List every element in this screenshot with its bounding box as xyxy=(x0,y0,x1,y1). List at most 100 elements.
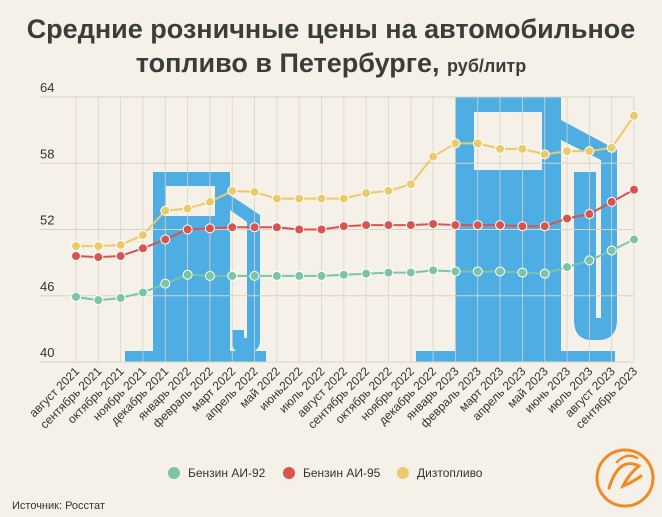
data-point-diesel xyxy=(539,149,550,160)
data-point-ai92 xyxy=(115,292,126,303)
data-point-diesel xyxy=(204,196,215,207)
data-point-ai92 xyxy=(428,265,439,276)
data-point-ai95 xyxy=(629,184,639,195)
data-point-diesel xyxy=(606,142,617,153)
data-point-ai92 xyxy=(249,270,260,281)
legend-marker-ai95 xyxy=(283,467,295,479)
legend-label-diesel: Дизтопливо xyxy=(417,466,483,480)
data-point-ai95 xyxy=(249,222,260,233)
pump-left-hose xyxy=(230,195,260,352)
data-point-diesel xyxy=(227,185,238,196)
data-point-diesel xyxy=(562,146,573,157)
data-point-ai95 xyxy=(405,220,416,231)
series-points xyxy=(71,110,639,306)
data-point-diesel xyxy=(249,186,260,197)
data-point-diesel xyxy=(361,188,372,199)
data-point-diesel xyxy=(294,193,305,204)
data-point-ai95 xyxy=(517,221,528,232)
data-point-ai95 xyxy=(115,251,126,261)
data-point-ai92 xyxy=(160,278,171,289)
title-unit: руб/литр xyxy=(447,56,527,76)
title-line-1: Средние розничные цены на автомобильное xyxy=(26,14,636,44)
data-point-ai95 xyxy=(383,220,394,231)
publisher-logo-icon xyxy=(595,448,655,508)
data-point-ai92 xyxy=(495,266,506,277)
data-point-diesel xyxy=(93,241,104,252)
title-line-2: топливо в Петербурге, руб/литр xyxy=(0,46,662,83)
data-point-ai92 xyxy=(539,268,550,279)
data-point-diesel xyxy=(629,110,639,121)
data-point-diesel xyxy=(115,239,126,250)
grid-lines xyxy=(40,96,634,363)
data-point-ai95 xyxy=(271,222,282,233)
data-point-diesel xyxy=(428,151,439,162)
data-point-ai95 xyxy=(316,224,327,235)
data-point-diesel xyxy=(472,138,483,149)
data-point-ai92 xyxy=(93,295,104,306)
data-point-ai92 xyxy=(405,267,416,278)
data-point-diesel xyxy=(517,143,528,154)
data-point-diesel xyxy=(405,179,416,190)
legend-label-ai92: Бензин АИ-92 xyxy=(188,466,266,480)
logo-wing xyxy=(615,454,639,464)
data-point-ai95 xyxy=(606,196,617,207)
data-point-ai92 xyxy=(227,270,238,281)
legend-label-ai95: Бензин АИ-95 xyxy=(303,466,381,480)
chart-title: Средние розничные цены на автомобильное … xyxy=(0,12,662,83)
data-point-ai92 xyxy=(71,291,81,302)
data-point-ai92 xyxy=(606,245,617,256)
data-point-ai95 xyxy=(584,209,595,220)
data-point-ai95 xyxy=(361,220,372,231)
data-point-ai95 xyxy=(450,220,461,231)
data-point-diesel xyxy=(338,193,349,204)
y-tick-label: 46 xyxy=(40,279,54,294)
logo-mark xyxy=(607,462,643,490)
data-point-ai95 xyxy=(294,224,305,235)
data-point-ai95 xyxy=(338,221,349,232)
data-point-diesel xyxy=(271,193,282,204)
data-point-ai92 xyxy=(137,287,148,298)
data-point-ai92 xyxy=(517,267,528,278)
data-point-diesel xyxy=(450,138,461,149)
y-tick-label: 40 xyxy=(40,345,54,360)
data-point-ai92 xyxy=(338,269,349,280)
data-point-diesel xyxy=(71,241,81,252)
pump-right-window xyxy=(474,112,542,170)
data-point-ai92 xyxy=(316,270,327,281)
data-point-diesel xyxy=(584,146,595,157)
data-point-ai92 xyxy=(584,255,595,266)
data-point-diesel xyxy=(160,205,171,216)
y-tick-label: 52 xyxy=(40,213,54,228)
data-point-diesel xyxy=(316,193,327,204)
data-point-ai95 xyxy=(227,222,238,233)
data-point-ai95 xyxy=(428,218,439,229)
data-point-ai92 xyxy=(562,262,573,273)
data-point-ai95 xyxy=(93,252,104,263)
data-point-ai92 xyxy=(361,268,372,279)
data-point-ai92 xyxy=(204,270,215,281)
data-point-ai95 xyxy=(137,243,148,254)
legend: Бензин АИ-92 Бензин АИ-95 Дизтопливо xyxy=(168,466,483,480)
legend-marker-ai92 xyxy=(168,467,180,479)
data-point-ai92 xyxy=(472,266,483,277)
data-point-diesel xyxy=(182,203,193,214)
data-point-ai95 xyxy=(472,220,483,231)
data-point-diesel xyxy=(495,143,506,154)
data-point-diesel xyxy=(137,230,148,241)
data-point-ai95 xyxy=(204,223,215,234)
fuel-pump-left-icon xyxy=(125,172,266,362)
source-note: Источник: Росстат xyxy=(12,500,105,512)
y-tick-label: 58 xyxy=(40,146,54,161)
data-point-ai92 xyxy=(271,270,282,281)
data-point-ai95 xyxy=(562,213,573,224)
data-point-ai92 xyxy=(450,266,461,277)
data-point-ai92 xyxy=(629,234,639,245)
logo-ring xyxy=(595,448,655,508)
data-point-ai95 xyxy=(539,221,550,232)
data-point-ai95 xyxy=(182,224,193,235)
pump-left-base xyxy=(125,351,266,362)
y-axis-ticks: 40 46 52 58 64 xyxy=(40,80,54,360)
data-point-ai92 xyxy=(383,267,394,278)
